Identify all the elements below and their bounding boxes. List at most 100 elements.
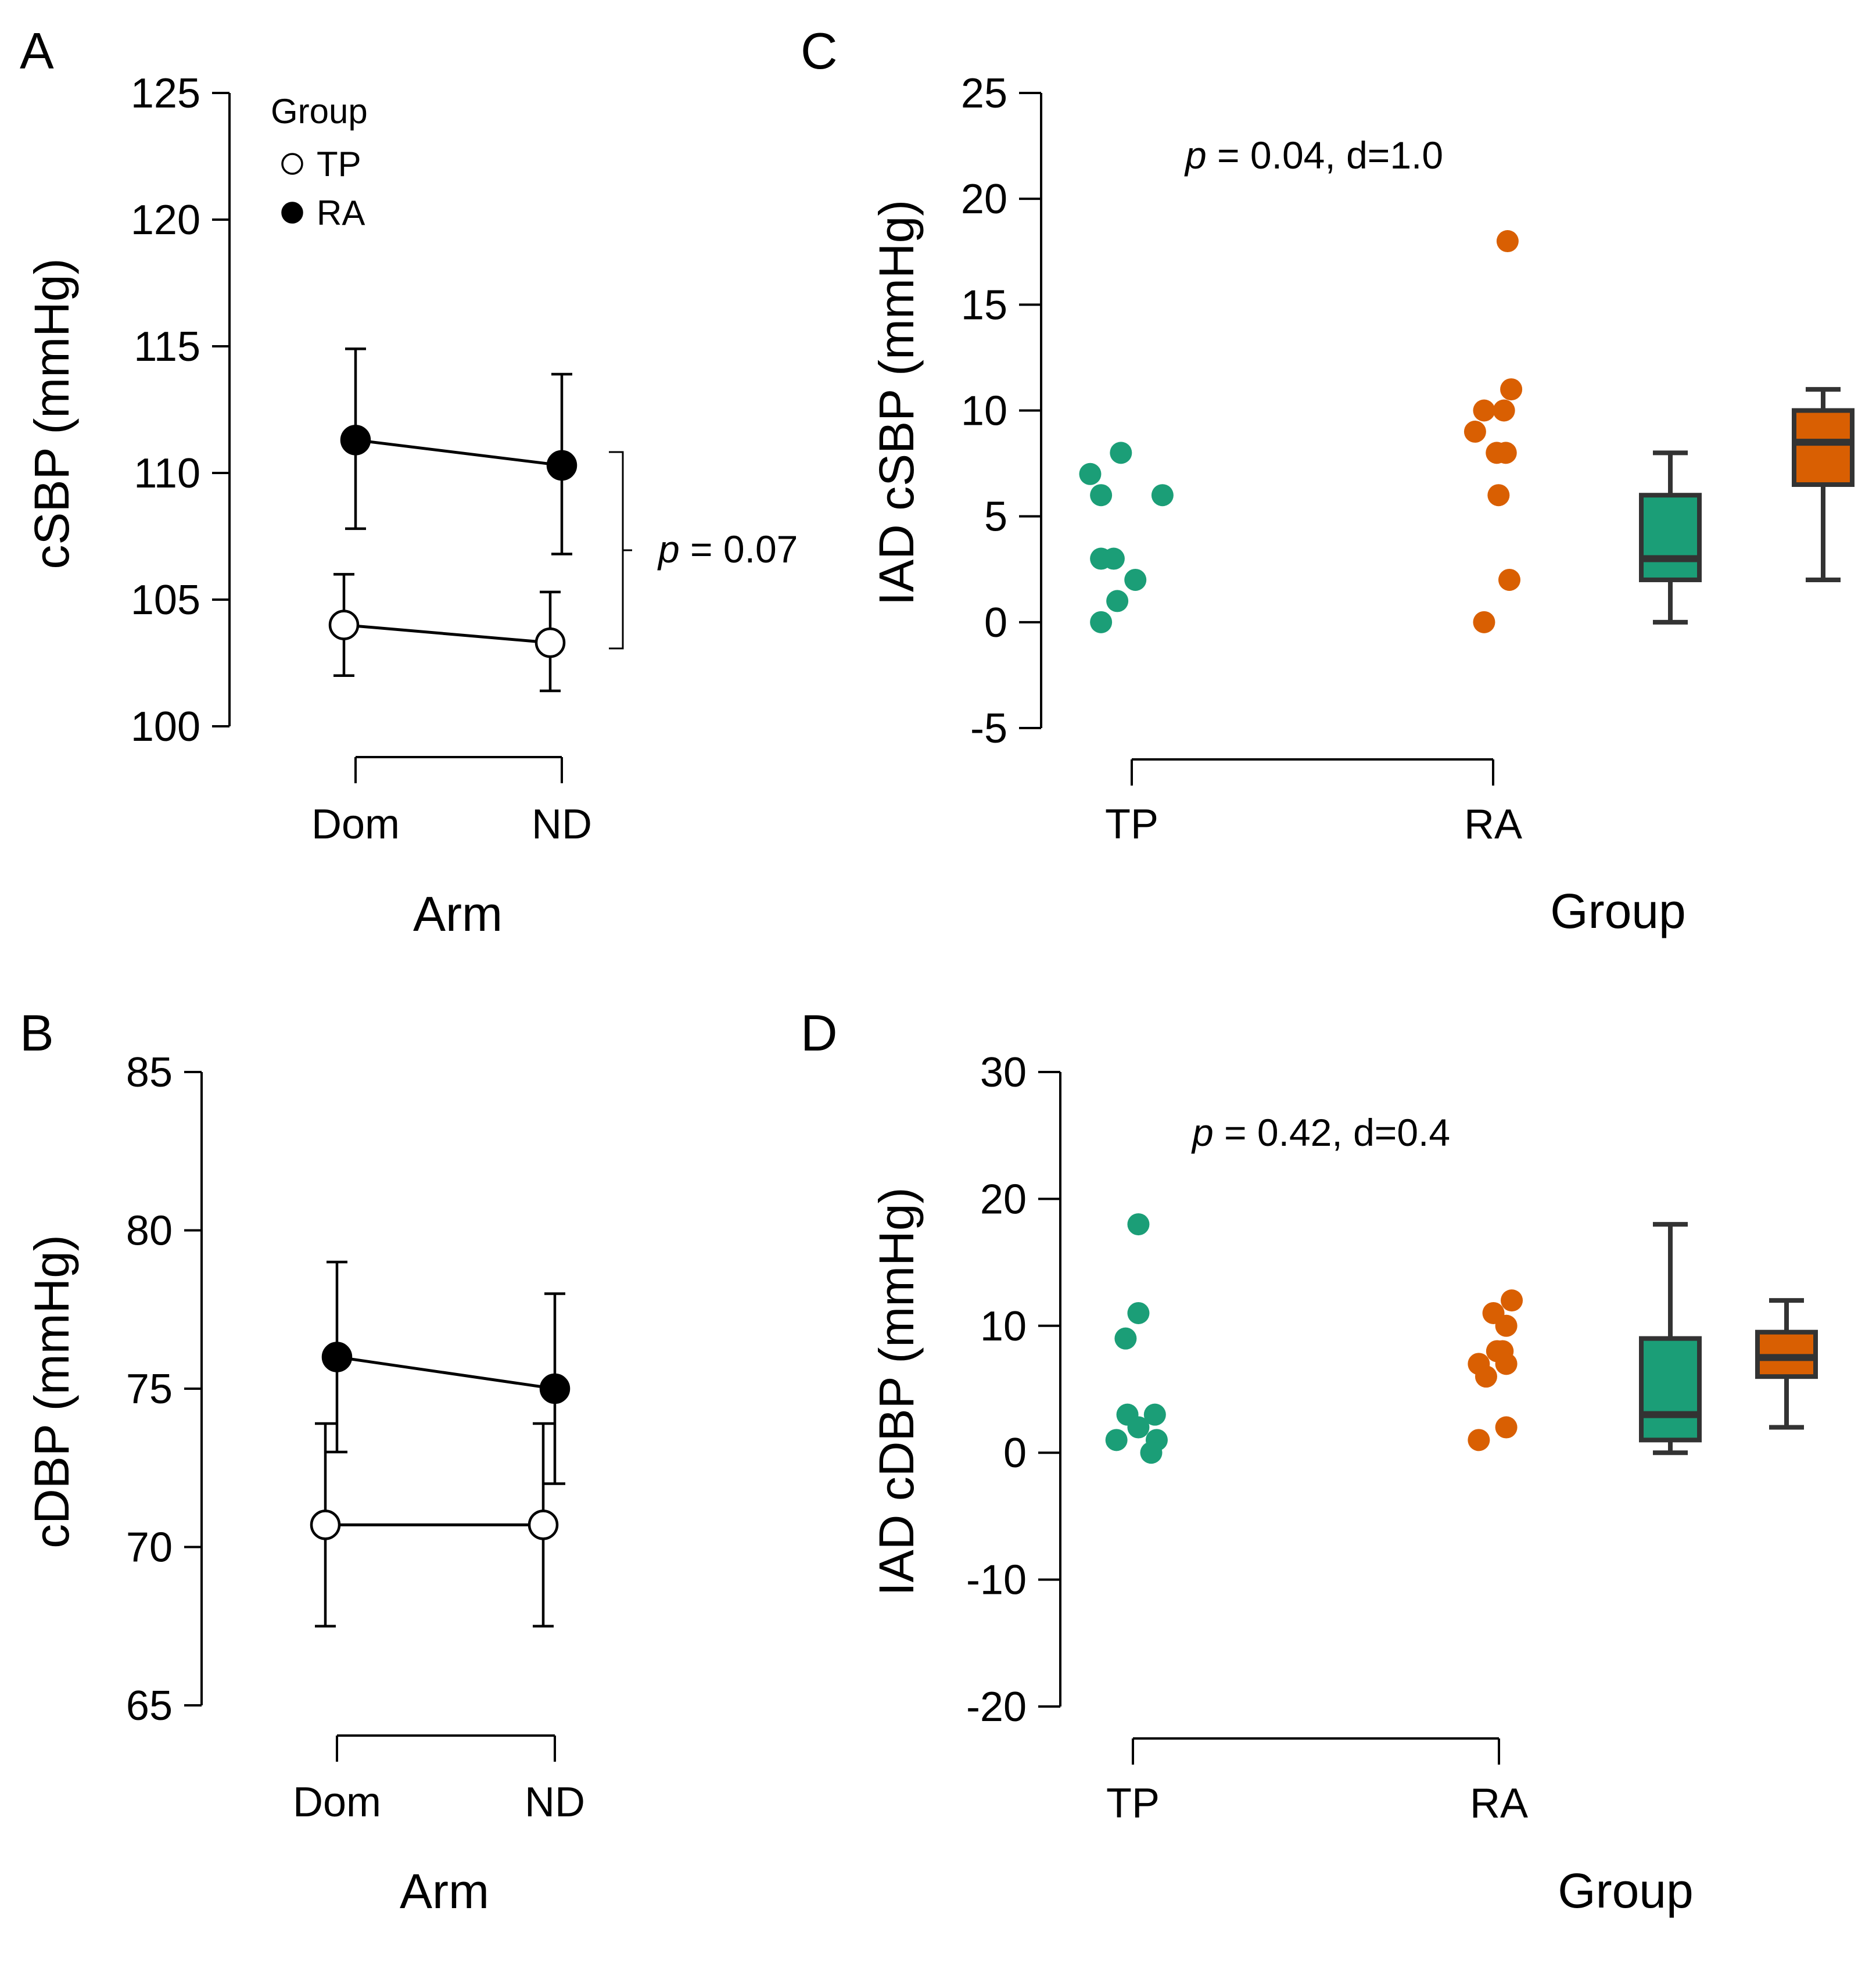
panel-d-ylabel: IAD cDBP (mmHg) xyxy=(869,1187,924,1596)
dot-tp xyxy=(1124,568,1147,591)
dot-ra xyxy=(1493,399,1515,422)
panel-label-b: B xyxy=(20,1004,54,1062)
y-tick-label: 120 xyxy=(131,197,200,243)
panel-d-xlabel: Group xyxy=(1558,1863,1693,1918)
y-tick-label: 110 xyxy=(134,450,200,497)
x-tick-label: RA xyxy=(1470,1780,1528,1827)
dot-tp xyxy=(1114,1327,1137,1350)
dot-ra xyxy=(1500,378,1523,401)
dot-ra xyxy=(1475,1365,1497,1388)
panel-a-xlabel: Arm xyxy=(413,887,503,941)
dot-ra xyxy=(1495,1353,1518,1375)
point-tp xyxy=(528,1510,559,1540)
dot-ra xyxy=(1495,1314,1518,1337)
panel-c-plot: -5 0 5 10 15 20 25 TP RA xyxy=(961,70,1855,848)
dot-ra xyxy=(1487,484,1510,507)
dot-ra xyxy=(1501,1289,1523,1312)
p-text: = 0.04, d=1.0 xyxy=(1207,134,1443,177)
dot-ra xyxy=(1496,230,1519,253)
dot-tp xyxy=(1127,1416,1150,1439)
legend-ra-label: RA xyxy=(317,193,365,232)
point-ra xyxy=(539,1373,571,1404)
y-tick-label: 0 xyxy=(1003,1430,1027,1476)
y-tick-label: 80 xyxy=(126,1208,173,1254)
dot-tp xyxy=(1143,1403,1166,1426)
point-tp xyxy=(535,627,566,658)
y-tick-label: 25 xyxy=(961,70,1007,117)
bracket-line xyxy=(609,451,632,650)
x-tick-label: ND xyxy=(532,801,592,848)
x-tick-label: ND xyxy=(525,1779,585,1826)
panel-a-bracket: p = 0.07 xyxy=(609,451,798,650)
dot-tp xyxy=(1102,547,1125,570)
panel-label-a: A xyxy=(20,22,54,80)
panel-c-pvalue: p = 0.04, d=1.0 xyxy=(1184,134,1443,177)
p-symbol: p xyxy=(1184,134,1207,177)
x-tick-label: Dom xyxy=(311,801,400,848)
p-symbol: p xyxy=(657,528,680,571)
panel-a-ylabel: cSBP (mmHg) xyxy=(24,258,79,569)
dot-ra xyxy=(1464,420,1486,443)
y-tick-label: 125 xyxy=(131,70,200,117)
y-tick-label: 70 xyxy=(126,1525,173,1571)
dot-tp xyxy=(1106,590,1129,612)
dot-ra xyxy=(1473,399,1495,422)
y-tick-label: 115 xyxy=(134,324,200,370)
legend-title: Group xyxy=(271,92,368,131)
dot-tp xyxy=(1090,611,1113,633)
dot-ra xyxy=(1495,1416,1518,1439)
legend: Group TP RA xyxy=(271,92,368,232)
panel-c-ylabel: IAD cSBP (mmHg) xyxy=(869,200,924,606)
dot-tp xyxy=(1110,442,1132,464)
box-tp xyxy=(1639,1336,1702,1443)
dot-tp xyxy=(1127,1213,1150,1236)
dot-tp xyxy=(1105,1429,1128,1451)
point-tp xyxy=(310,1510,341,1540)
y-tick-label: 75 xyxy=(126,1366,173,1413)
y-tick-label: 100 xyxy=(131,704,200,750)
dot-ra xyxy=(1473,611,1495,633)
point-ra xyxy=(546,450,577,481)
series-line-ra xyxy=(336,1356,555,1390)
series-line-ra xyxy=(355,438,562,467)
legend-ra-marker xyxy=(281,202,303,224)
panel-d-pvalue: p = 0.42, d=0.4 xyxy=(1191,1111,1450,1154)
y-tick-label: 105 xyxy=(131,577,200,623)
dot-tp xyxy=(1079,463,1102,485)
box-ra xyxy=(1792,408,1855,487)
y-tick-label: 15 xyxy=(961,282,1007,328)
panel-a-pvalue: p = 0.07 xyxy=(657,528,798,571)
y-tick-label: -20 xyxy=(966,1684,1027,1730)
dot-tp xyxy=(1090,484,1113,507)
y-tick-label: 85 xyxy=(126,1049,173,1096)
y-tick-label: 20 xyxy=(961,176,1007,223)
panel-a-plot: 100 105 110 115 120 125 Dom ND xyxy=(131,70,592,848)
dot-ra xyxy=(1494,442,1517,464)
p-text: = 0.42, d=0.4 xyxy=(1214,1111,1450,1154)
y-tick-label: 10 xyxy=(961,388,1007,435)
y-tick-label: 30 xyxy=(980,1049,1027,1096)
y-tick-label: 65 xyxy=(126,1683,173,1729)
panel-c-xlabel: Group xyxy=(1550,884,1685,938)
y-tick-label: 10 xyxy=(980,1303,1027,1350)
panel-b-plot: 65 70 75 80 85 Dom ND xyxy=(126,1049,585,1826)
legend-tp-label: TP xyxy=(317,145,361,184)
panel-b-ylabel: cDBP (mmHg) xyxy=(24,1235,79,1548)
dot-tp xyxy=(1151,484,1174,507)
point-ra xyxy=(321,1342,353,1372)
panel-label-c: C xyxy=(801,22,838,80)
x-tick-label: RA xyxy=(1464,801,1522,848)
series-line-tp xyxy=(343,623,551,644)
p-symbol: p xyxy=(1191,1111,1214,1154)
dot-ra xyxy=(1498,568,1520,591)
dot-tp xyxy=(1127,1302,1150,1324)
panel-d-plot: -20 -10 0 10 20 30 TP RA xyxy=(966,1049,1818,1827)
y-tick-label: -10 xyxy=(966,1557,1027,1604)
legend-tp-marker xyxy=(281,153,303,175)
dot-tp xyxy=(1140,1442,1163,1464)
panel-label-d: D xyxy=(801,1004,838,1062)
x-tick-label: Dom xyxy=(293,1779,381,1826)
box-tp xyxy=(1639,493,1702,582)
panel-b-xlabel: Arm xyxy=(400,1864,489,1919)
